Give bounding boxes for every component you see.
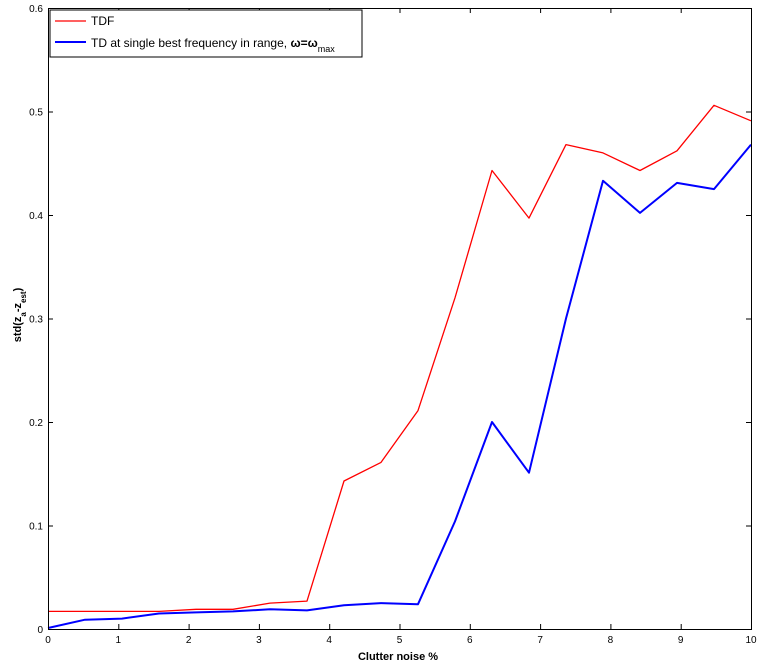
- x-tick-label: 3: [256, 635, 262, 646]
- y-tick-label: 0.1: [29, 522, 43, 533]
- x-tick-label: 5: [397, 635, 403, 646]
- x-tick-label: 2: [186, 635, 192, 646]
- legend: TDF TD at single best frequency in range…: [49, 9, 363, 58]
- legend-label-td: TD at single best frequency in range, ω=…: [91, 36, 335, 54]
- x-tick-label: 0: [45, 635, 51, 646]
- x-tick-label: 9: [678, 635, 684, 646]
- y-tick-label: 0: [37, 625, 43, 636]
- x-tick-label: 10: [745, 635, 757, 646]
- legend-box: [49, 9, 363, 58]
- x-axis-title: Clutter noise %: [358, 651, 438, 663]
- plot-area: [48, 8, 751, 629]
- legend-label-tdf: TDF: [91, 14, 114, 28]
- y-tick-label: 0.3: [29, 315, 43, 326]
- y-tick-label: 0.4: [29, 211, 43, 222]
- x-tick-label: 8: [608, 635, 614, 646]
- x-tick-label: 6: [467, 635, 473, 646]
- y-tick-label: 0.2: [29, 418, 43, 429]
- x-tick-label: 1: [116, 635, 122, 646]
- x-tick-label: 4: [326, 635, 332, 646]
- series-layer: [47, 104, 752, 629]
- series-line-tdf: [48, 104, 752, 613]
- series-line-td: [47, 143, 752, 629]
- x-tick-label: 7: [537, 635, 543, 646]
- y-tick-label: 0.5: [29, 108, 43, 119]
- y-axis-title: std(za-zest): [12, 287, 28, 342]
- y-tick-label: 0.6: [29, 4, 43, 15]
